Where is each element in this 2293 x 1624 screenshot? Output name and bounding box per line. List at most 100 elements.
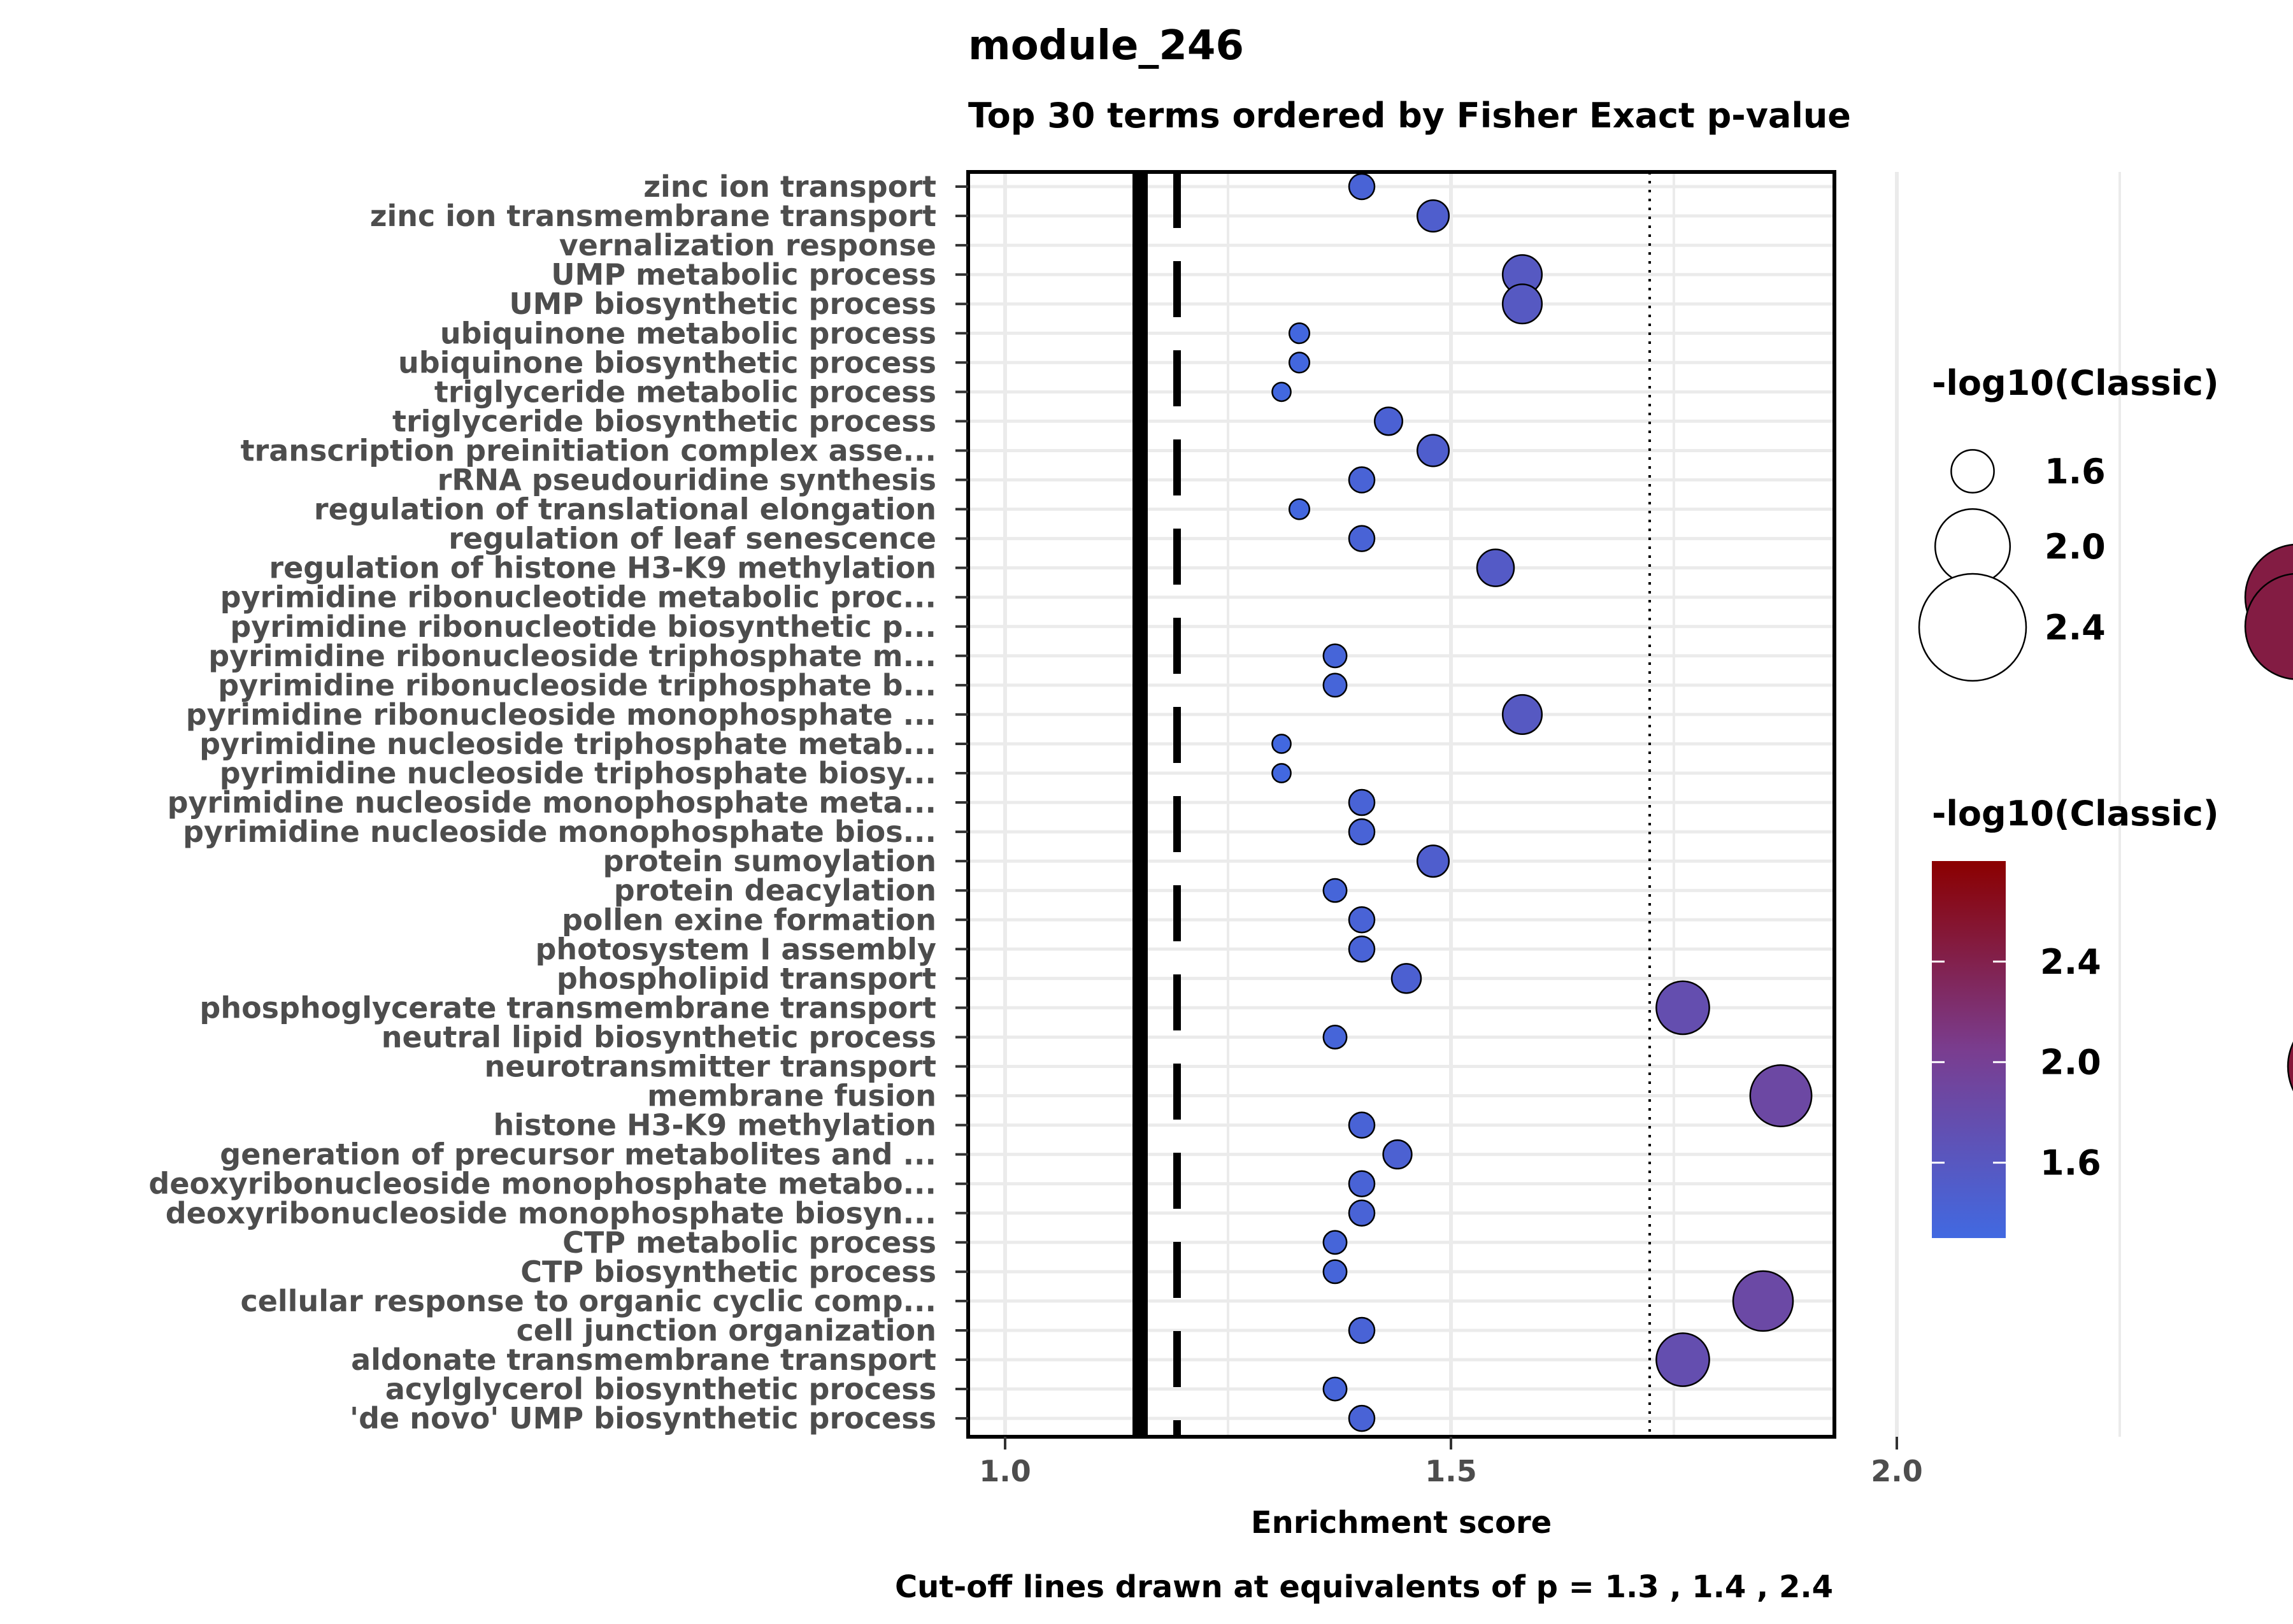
y-tick-label: regulation of leaf senescence xyxy=(448,522,936,556)
data-point xyxy=(1322,1259,1348,1285)
size-legend-key xyxy=(1934,508,2011,585)
y-tick-label: acylglycerol biosynthetic process xyxy=(385,1372,936,1406)
data-point xyxy=(2244,573,2293,680)
data-point xyxy=(1416,434,1450,467)
color-legend-title: -log10(Classic) xyxy=(1932,794,2219,834)
y-tick-label: pyrimidine ribonucleoside triphosphate b… xyxy=(218,668,936,702)
colorbar-label: 2.4 xyxy=(2040,942,2101,982)
color-legend: -log10(Classic) 2.4 2.0 1.6 xyxy=(1932,794,2219,1238)
y-tick-label: cell junction organization xyxy=(517,1313,936,1348)
y-tick-label: regulation of histone H3-K9 methylation xyxy=(269,551,936,585)
y-tick-label: protein deacylation xyxy=(614,873,936,908)
data-point xyxy=(1348,466,1376,494)
y-tick-label: cellular response to organic cyclic comp… xyxy=(240,1284,936,1318)
data-point xyxy=(1390,963,1422,994)
data-point xyxy=(1348,525,1376,552)
cutoff-lines xyxy=(1132,172,1651,1437)
y-tick-marks xyxy=(955,185,968,1420)
y-tick-label: pyrimidine ribonucleoside triphosphate m… xyxy=(208,639,936,673)
y-tick-label: triglyceride biosynthetic process xyxy=(392,404,936,438)
colorbar xyxy=(1932,861,2006,1238)
x-tick-label: 1.5 xyxy=(1425,1454,1477,1488)
y-tick-label: aldonate transmembrane transport xyxy=(351,1343,936,1377)
data-point xyxy=(1348,1111,1376,1139)
data-point xyxy=(1322,1230,1348,1255)
size-legend-key xyxy=(1950,449,1995,494)
y-tick-label: transcription preinitiation complex asse… xyxy=(241,433,936,467)
data-point xyxy=(2287,1041,2293,1092)
data-point xyxy=(1271,381,1292,402)
chart-title: module_246 xyxy=(968,22,1244,69)
data-point xyxy=(1348,1316,1376,1344)
plot-panel xyxy=(968,172,2121,1437)
size-legend-title: -log10(Classic) xyxy=(1932,363,2219,403)
y-tick-label: triglyceride metabolic process xyxy=(434,374,936,409)
y-tick-label: ubiquinone metabolic process xyxy=(440,316,936,350)
colorbar-label: 2.0 xyxy=(2040,1043,2101,1083)
y-tick-label: CTP biosynthetic process xyxy=(520,1255,936,1289)
data-point xyxy=(1373,406,1404,436)
x-tick-label: 2.0 xyxy=(1871,1454,1923,1488)
y-tick-label: neutral lipid biosynthetic process xyxy=(382,1020,936,1054)
size-legend-key xyxy=(1918,573,2027,682)
y-tick-label: photosystem I assembly xyxy=(536,932,937,966)
y-tick-label: ubiquinone biosynthetic process xyxy=(398,345,936,380)
y-tick-label: pyrimidine nucleoside triphosphate biosy… xyxy=(220,756,936,790)
data-point xyxy=(1348,173,1376,201)
data-point xyxy=(1732,1270,1794,1332)
size-legend-label: 1.6 xyxy=(2045,452,2106,492)
data-points xyxy=(1271,173,2293,1432)
data-point xyxy=(1271,734,1292,754)
horizontal-gridlines xyxy=(968,185,1834,1420)
data-point xyxy=(1348,818,1376,846)
data-point xyxy=(1348,906,1376,934)
size-legend-label: 2.4 xyxy=(2045,608,2106,648)
y-tick-label: histone H3-K9 methylation xyxy=(494,1108,936,1143)
data-point xyxy=(1288,352,1311,374)
y-tick-label: regulation of translational elongation xyxy=(314,492,936,527)
chart-subtitle: Top 30 terms ordered by Fisher Exact p-v… xyxy=(968,96,1851,136)
data-point xyxy=(1348,788,1376,816)
y-tick-label: pyrimidine ribonucleoside monophosphate … xyxy=(186,697,936,732)
y-tick-label: pyrimidine nucleoside monophosphate bios… xyxy=(183,815,936,849)
data-point xyxy=(1288,498,1311,520)
y-tick-label: phosphoglycerate transmembrane transport xyxy=(199,990,936,1025)
y-tick-label: deoxyribonucleoside monophosphate biosyn… xyxy=(166,1196,936,1230)
data-point xyxy=(1416,199,1450,233)
y-tick-label: rRNA pseudouridine synthesis xyxy=(438,463,936,497)
data-point xyxy=(1322,1025,1348,1050)
y-tick-label: pyrimidine nucleoside triphosphate metab… xyxy=(199,727,936,761)
y-tick-label: pyrimidine ribonucleotide biosynthetic p… xyxy=(230,609,936,644)
y-tick-label: phospholipid transport xyxy=(557,961,936,995)
data-point xyxy=(1501,694,1543,735)
data-point xyxy=(1348,1199,1376,1227)
data-point xyxy=(1348,936,1376,963)
y-tick-label: vernalization response xyxy=(559,228,936,262)
panel-border xyxy=(966,170,1836,1439)
data-point xyxy=(1501,283,1543,325)
data-point xyxy=(1322,673,1348,698)
y-tick-label: neurotransmitter transport xyxy=(485,1050,936,1084)
y-tick-label: membrane fusion xyxy=(647,1079,936,1113)
y-tick-label: pyrimidine nucleoside monophosphate meta… xyxy=(168,785,936,820)
y-tick-label: deoxyribonucleoside monophosphate metabo… xyxy=(148,1167,936,1201)
size-legend-label: 2.0 xyxy=(2045,527,2106,567)
x-axis-title: Enrichment score xyxy=(1251,1505,1552,1541)
data-point xyxy=(1749,1064,1813,1128)
y-tick-label: protein sumoylation xyxy=(603,844,937,878)
x-axis: 1.01.52.02.5 xyxy=(979,1437,1923,1488)
y-tick-label: pyrimidine ribonucleotide metabolic proc… xyxy=(220,580,936,615)
x-tick-label: 1.0 xyxy=(979,1454,1031,1488)
data-point xyxy=(1416,844,1450,878)
y-tick-label: zinc ion transmembrane transport xyxy=(370,199,936,233)
data-point xyxy=(1348,1170,1376,1197)
data-point xyxy=(1322,878,1348,903)
y-tick-label: 'de novo' UMP biosynthetic process xyxy=(350,1401,936,1435)
colorbar-label: 1.6 xyxy=(2040,1143,2101,1183)
data-point xyxy=(1271,763,1292,783)
y-tick-label: generation of precursor metabolites and … xyxy=(220,1137,936,1172)
vertical-gridlines xyxy=(1003,172,2121,1437)
data-point xyxy=(1288,322,1311,345)
